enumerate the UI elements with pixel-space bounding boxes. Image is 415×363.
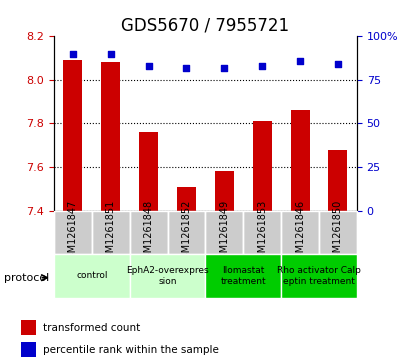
Text: percentile rank within the sample: percentile rank within the sample [43, 345, 219, 355]
Text: GSM1261852: GSM1261852 [181, 200, 191, 265]
Bar [21, 320, 36, 335]
Text: protocol: protocol [4, 273, 49, 283]
Point [183, 65, 190, 70]
Text: Ilomastat
treatment: Ilomastat treatment [220, 266, 266, 286]
FancyBboxPatch shape [205, 254, 281, 298]
FancyBboxPatch shape [129, 211, 168, 254]
FancyBboxPatch shape [92, 211, 129, 254]
Text: GSM1261848: GSM1261848 [144, 200, 154, 265]
Point [221, 65, 228, 70]
FancyBboxPatch shape [54, 254, 129, 298]
FancyBboxPatch shape [243, 211, 281, 254]
Text: transformed count: transformed count [43, 323, 140, 333]
FancyBboxPatch shape [129, 254, 205, 298]
FancyBboxPatch shape [319, 211, 357, 254]
FancyBboxPatch shape [54, 211, 92, 254]
Title: GDS5670 / 7955721: GDS5670 / 7955721 [121, 17, 290, 35]
Text: GSM1261851: GSM1261851 [106, 200, 116, 265]
Point [259, 63, 266, 69]
Text: GSM1261847: GSM1261847 [68, 200, 78, 265]
Text: EphA2-overexpres
sion: EphA2-overexpres sion [126, 266, 209, 286]
Bar [101, 62, 120, 211]
Text: GSM1261849: GSM1261849 [220, 200, 229, 265]
FancyBboxPatch shape [205, 211, 243, 254]
Bar [21, 342, 36, 357]
FancyBboxPatch shape [281, 211, 319, 254]
Point [297, 58, 303, 64]
Point [145, 63, 152, 69]
Text: Rho activator Calp
eptin treatment: Rho activator Calp eptin treatment [277, 266, 361, 286]
Bar [329, 150, 347, 211]
Text: GSM1261850: GSM1261850 [333, 200, 343, 265]
Point [334, 61, 341, 67]
FancyBboxPatch shape [281, 254, 357, 298]
Bar [139, 132, 158, 211]
Bar [290, 110, 310, 211]
Point [107, 51, 114, 57]
Bar [253, 121, 272, 211]
Text: GSM1261846: GSM1261846 [295, 200, 305, 265]
Text: GSM1261853: GSM1261853 [257, 200, 267, 265]
FancyBboxPatch shape [168, 211, 205, 254]
Bar [177, 187, 196, 211]
Text: control: control [76, 272, 107, 280]
Bar [63, 60, 82, 211]
Bar [215, 171, 234, 211]
Point [70, 51, 76, 57]
